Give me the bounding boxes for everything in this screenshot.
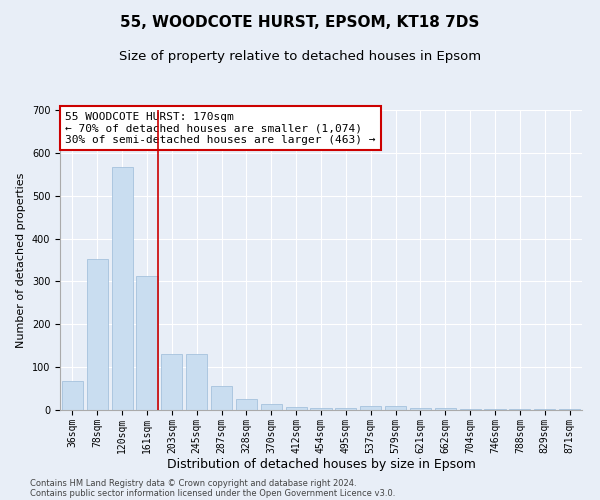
Bar (385, 406, 406, 410)
Bar (186, 354, 207, 410)
Bar (236, 400, 257, 410)
Text: 55 WOODCOTE HURST: 170sqm
← 70% of detached houses are smaller (1,074)
30% of se: 55 WOODCOTE HURST: 170sqm ← 70% of detac… (65, 112, 376, 144)
Bar (509, 409, 530, 410)
Text: Size of property relative to detached houses in Epsom: Size of property relative to detached ho… (119, 50, 481, 63)
Y-axis label: Number of detached properties: Number of detached properties (16, 172, 26, 348)
Bar (534, 409, 555, 410)
Bar (335, 408, 356, 410)
Bar (484, 409, 506, 410)
Bar (559, 409, 580, 410)
Bar (87, 258, 108, 410)
Bar (360, 406, 381, 410)
Bar (286, 407, 307, 410)
Bar (261, 404, 282, 410)
Text: Contains public sector information licensed under the Open Government Licence v3: Contains public sector information licen… (30, 488, 395, 498)
Bar (211, 386, 232, 410)
Bar (161, 354, 182, 410)
Bar (62, 381, 83, 410)
Bar (112, 166, 133, 410)
Bar (435, 408, 456, 410)
Bar (136, 276, 158, 410)
Bar (460, 408, 481, 410)
Bar (310, 408, 332, 410)
Text: 55, WOODCOTE HURST, EPSOM, KT18 7DS: 55, WOODCOTE HURST, EPSOM, KT18 7DS (121, 15, 479, 30)
Text: Contains HM Land Registry data © Crown copyright and database right 2024.: Contains HM Land Registry data © Crown c… (30, 478, 356, 488)
X-axis label: Distribution of detached houses by size in Epsom: Distribution of detached houses by size … (167, 458, 475, 471)
Bar (410, 408, 431, 410)
